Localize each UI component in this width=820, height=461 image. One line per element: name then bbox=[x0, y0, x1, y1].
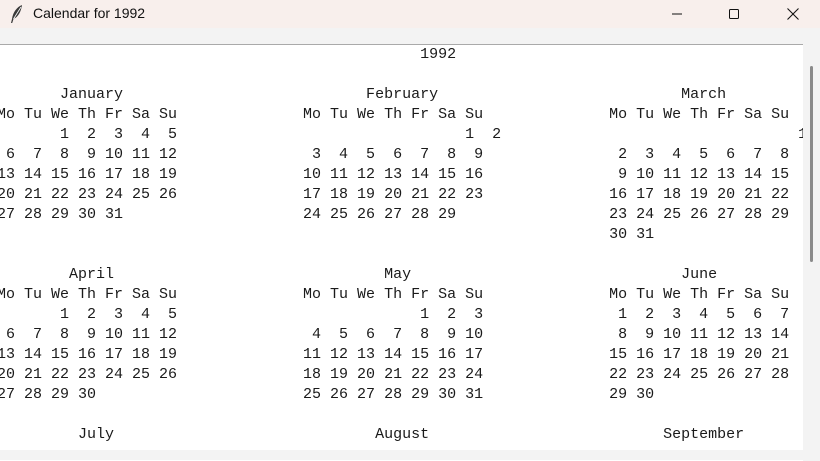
title-bar: Calendar for 1992 bbox=[0, 0, 820, 28]
feather-icon bbox=[11, 5, 22, 23]
minimize-icon bbox=[672, 13, 682, 15]
scrollbar-thumb[interactable] bbox=[810, 66, 813, 262]
calendar-text: 1992 January February March Mo Tu We Th … bbox=[0, 46, 803, 443]
close-button[interactable] bbox=[770, 0, 816, 28]
bottom-edge bbox=[0, 450, 803, 460]
close-icon bbox=[787, 8, 799, 20]
minimize-button[interactable] bbox=[654, 0, 700, 28]
maximize-icon bbox=[729, 9, 739, 19]
maximize-button[interactable] bbox=[711, 0, 757, 28]
calendar-text-area[interactable]: 1992 January February March Mo Tu We Th … bbox=[0, 44, 803, 461]
window-title: Calendar for 1992 bbox=[33, 5, 146, 21]
